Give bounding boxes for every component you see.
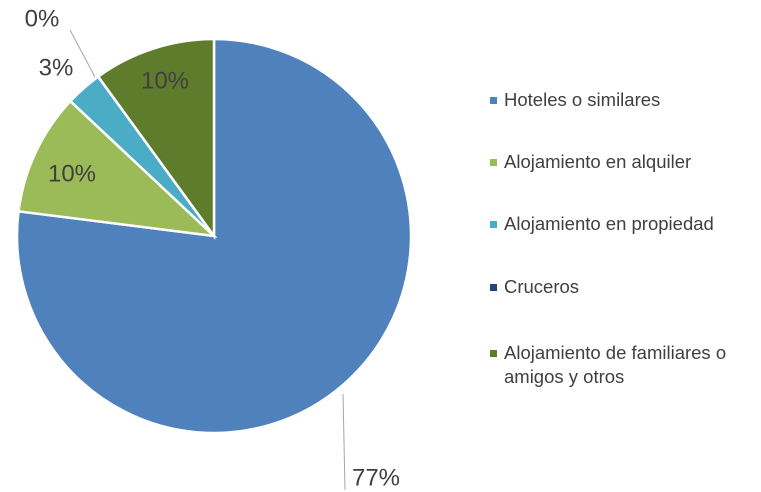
pie-slice — [17, 99, 218, 238]
legend-label: Alojamiento en propiedad — [504, 213, 714, 234]
legend-item: Cruceros — [490, 275, 752, 299]
pie-slice — [15, 37, 413, 435]
data-label: 10% — [48, 160, 96, 187]
legend-item: Alojamiento en alquiler — [490, 150, 752, 174]
data-label: 10% — [141, 67, 189, 94]
legend-swatch — [490, 221, 497, 228]
legend-swatch — [490, 97, 497, 104]
legend-label: Alojamiento de familiares o amigos y otr… — [504, 342, 727, 387]
legend-swatch — [490, 350, 497, 357]
pie-slice — [96, 37, 216, 240]
legend-label: Hoteles o similares — [504, 89, 661, 110]
data-label: 77% — [352, 464, 400, 491]
legend-swatch — [490, 159, 497, 166]
data-label: 0% — [25, 5, 60, 32]
legend-item: Alojamiento de familiares o amigos y otr… — [490, 341, 752, 389]
legend-item: Hoteles o similares — [490, 88, 752, 112]
legend-label: Cruceros — [504, 276, 580, 297]
legend-item: Alojamiento en propiedad — [490, 212, 752, 236]
data-label: 3% — [39, 54, 74, 81]
legend-label: Alojamiento en alquiler — [504, 151, 692, 172]
leader-line — [69, 29, 96, 78]
leader-line — [342, 393, 346, 491]
legend-swatch — [490, 284, 497, 291]
